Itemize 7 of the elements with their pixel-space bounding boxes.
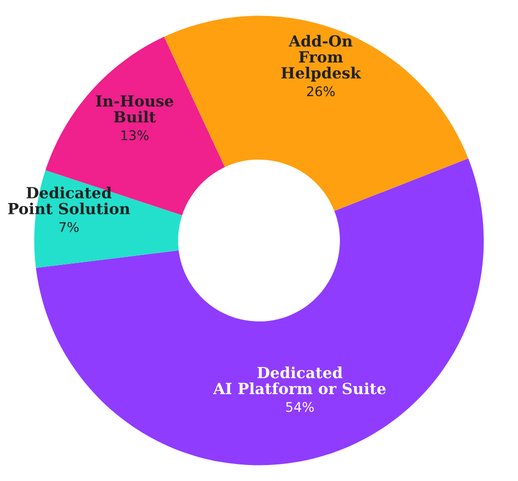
data-label: 54% — [286, 402, 314, 412]
slice-label: Add-On From Helpdesk — [281, 34, 362, 82]
data-label: 13% — [121, 130, 149, 140]
slice-label: Dedicated AI Platform or Suite — [213, 366, 386, 394]
slice-label: In-House Built — [96, 95, 174, 123]
data-label: 26% — [307, 86, 335, 96]
data-label: 7% — [59, 222, 79, 232]
